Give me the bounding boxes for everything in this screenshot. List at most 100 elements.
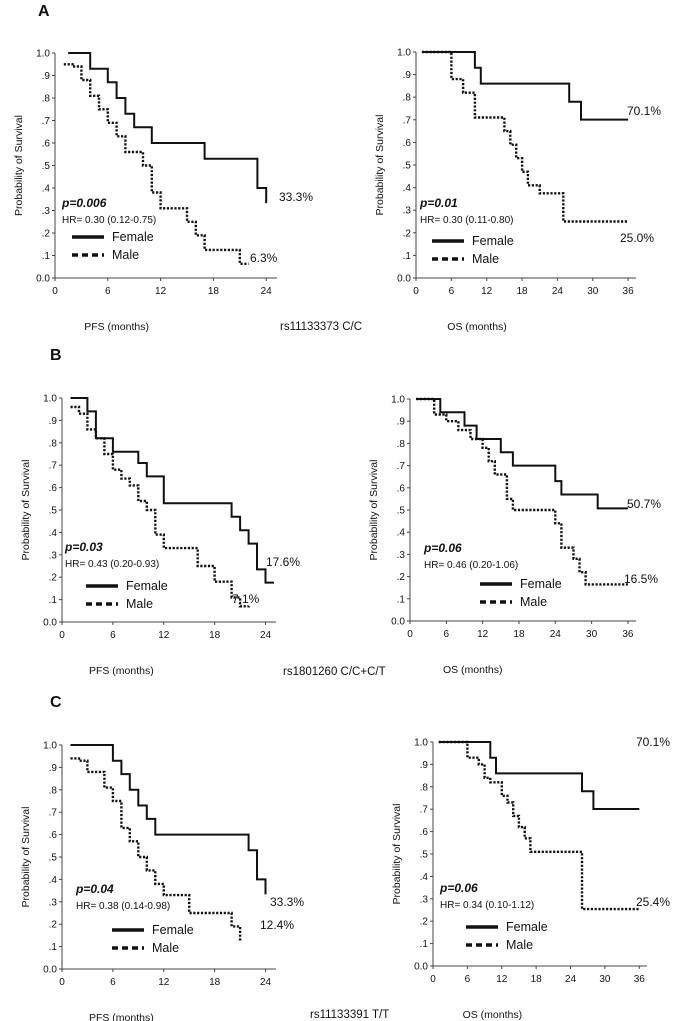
- genotype-label-c: rs11133391 T/T: [310, 1009, 389, 1021]
- hazard-ratio: HR= 0.43 (0.20-0.93): [65, 559, 159, 570]
- y-tick-label: .5: [397, 506, 406, 517]
- y-tick-label: .2: [42, 229, 51, 240]
- x-tick-label: 18: [209, 977, 221, 988]
- legend-label-female: Female: [126, 579, 168, 593]
- p-value: p=0.03: [64, 540, 103, 554]
- x-tick-label: 12: [158, 977, 170, 988]
- legend-label-male: Male: [472, 252, 499, 266]
- x-tick-label: 30: [587, 286, 599, 297]
- x-tick-label: 0: [430, 974, 436, 985]
- x-tick-label: 0: [59, 630, 65, 641]
- legend-label-female: Female: [506, 920, 548, 934]
- y-tick-label: .6: [49, 483, 58, 494]
- end-label-female: 17.6%: [266, 555, 300, 569]
- y-tick-label: .6: [42, 139, 51, 150]
- x-tick-label: 30: [599, 974, 611, 985]
- y-tick-label: 1.0: [43, 394, 57, 405]
- p-value: p=0.06: [439, 881, 478, 895]
- legend-label-female: Female: [520, 577, 562, 591]
- panel-letter-a: A: [38, 3, 50, 20]
- y-tick-label: .4: [49, 875, 58, 886]
- chart-b-pfs: 0.0 .1 .2 .3 .4 .5 .6 .7 .8 .9 1.0 0 6 12 18 24 PFS (mon…: [20, 394, 300, 678]
- y-axis-title: Probability of Survival: [374, 115, 386, 216]
- legend-label-female: Female: [152, 923, 194, 937]
- curve-male: [438, 740, 640, 911]
- y-tick-label: .8: [49, 438, 58, 449]
- y-tick-label: .7: [403, 115, 412, 126]
- y-tick-label: .7: [420, 805, 429, 816]
- x-tick-label: 0: [407, 629, 413, 640]
- y-tick-label: .2: [49, 573, 58, 584]
- chart-a-pfs: 0.0 .1 .2 .3 .4 .5 .6 .7 .8 .9 1.0 0 6 12 18 24 PFS (mon…: [13, 49, 313, 334]
- x-tick-label: 12: [477, 629, 489, 640]
- y-tick-label: .5: [403, 161, 412, 172]
- curve-female: [421, 51, 629, 121]
- legend-label-male: Male: [126, 597, 153, 611]
- y-axis-title: Probability of Survival: [391, 804, 403, 905]
- x-tick-label: 6: [110, 630, 116, 641]
- y-tick-label: .6: [49, 830, 58, 841]
- curve-female: [68, 52, 268, 204]
- p-value: p=0.006: [61, 196, 107, 210]
- y-tick-label: 1.0: [36, 49, 50, 60]
- y-tick-label: .1: [420, 939, 429, 950]
- y-tick-label: 0.0: [36, 274, 50, 285]
- y-tick-label: .1: [49, 595, 58, 606]
- y-tick-label: .1: [49, 942, 58, 953]
- y-tick-label: .8: [420, 782, 429, 793]
- y-tick-label: .2: [397, 572, 406, 583]
- end-label-male: 12.4%: [260, 918, 294, 932]
- y-tick-label: .7: [49, 461, 58, 472]
- end-label-female: 33.3%: [270, 895, 304, 909]
- legend-label-male: Male: [112, 248, 139, 262]
- p-value: p=0.06: [423, 541, 462, 555]
- y-axis-title: Probability of Survival: [13, 115, 25, 216]
- y-tick-label: .7: [42, 116, 51, 127]
- y-tick-label: .4: [403, 183, 412, 194]
- x-tick-label: 6: [110, 977, 116, 988]
- curve-female: [70, 744, 267, 895]
- y-tick-label: 1.0: [397, 48, 411, 59]
- y-tick-label: .7: [397, 461, 406, 472]
- y-tick-label: 0.0: [43, 618, 57, 629]
- legend-label-female: Female: [112, 230, 154, 244]
- legend-label-male: Male: [152, 941, 179, 955]
- x-tick-label: 24: [552, 286, 564, 297]
- hazard-ratio: HR= 0.46 (0.20-1.06): [424, 560, 518, 571]
- legend-label-female: Female: [472, 234, 514, 248]
- x-tick-label: 12: [155, 286, 167, 297]
- curve-male: [70, 757, 242, 942]
- p-value: p=0.04: [75, 882, 114, 896]
- y-tick-label: 0.0: [414, 962, 428, 973]
- y-tick-label: .8: [42, 94, 51, 105]
- y-tick-label: 1.0: [43, 741, 57, 752]
- end-label-male: 6.3%: [250, 251, 278, 265]
- x-tick-label: 36: [622, 629, 634, 640]
- curve-female: [416, 398, 628, 510]
- y-tick-label: .3: [403, 206, 412, 217]
- panel-letter-b: B: [50, 347, 62, 364]
- x-tick-label: 18: [209, 630, 221, 641]
- x-axis-title: PFS (months): [89, 1012, 154, 1021]
- y-tick-label: 0.0: [397, 274, 411, 285]
- x-tick-label: 0: [59, 977, 65, 988]
- y-tick-label: .3: [49, 897, 58, 908]
- y-tick-label: .8: [403, 93, 412, 104]
- x-axis-title: OS (months): [447, 321, 507, 333]
- x-tick-label: 0: [52, 286, 58, 297]
- curve-male: [416, 397, 628, 586]
- y-tick-label: .9: [49, 416, 58, 427]
- y-axis-title: Probability of Survival: [368, 460, 380, 561]
- end-label-male: 25.4%: [636, 895, 670, 909]
- y-tick-label: .4: [49, 528, 58, 539]
- x-axis-title: PFS (months): [84, 321, 149, 333]
- y-tick-label: .3: [42, 206, 51, 217]
- curve-male: [421, 50, 629, 223]
- end-label-female: 33.3%: [279, 190, 313, 204]
- end-label-male: 16.5%: [624, 572, 658, 586]
- x-tick-label: 24: [550, 629, 562, 640]
- x-tick-label: 6: [465, 974, 471, 985]
- chart-a-os: 0.0 .1 .2 .3 .4 .5 .6 .7 .8 .9 1.0 0 6 12 18 24 30 36 OS (…: [374, 48, 661, 334]
- end-label-female: 70.1%: [627, 104, 661, 118]
